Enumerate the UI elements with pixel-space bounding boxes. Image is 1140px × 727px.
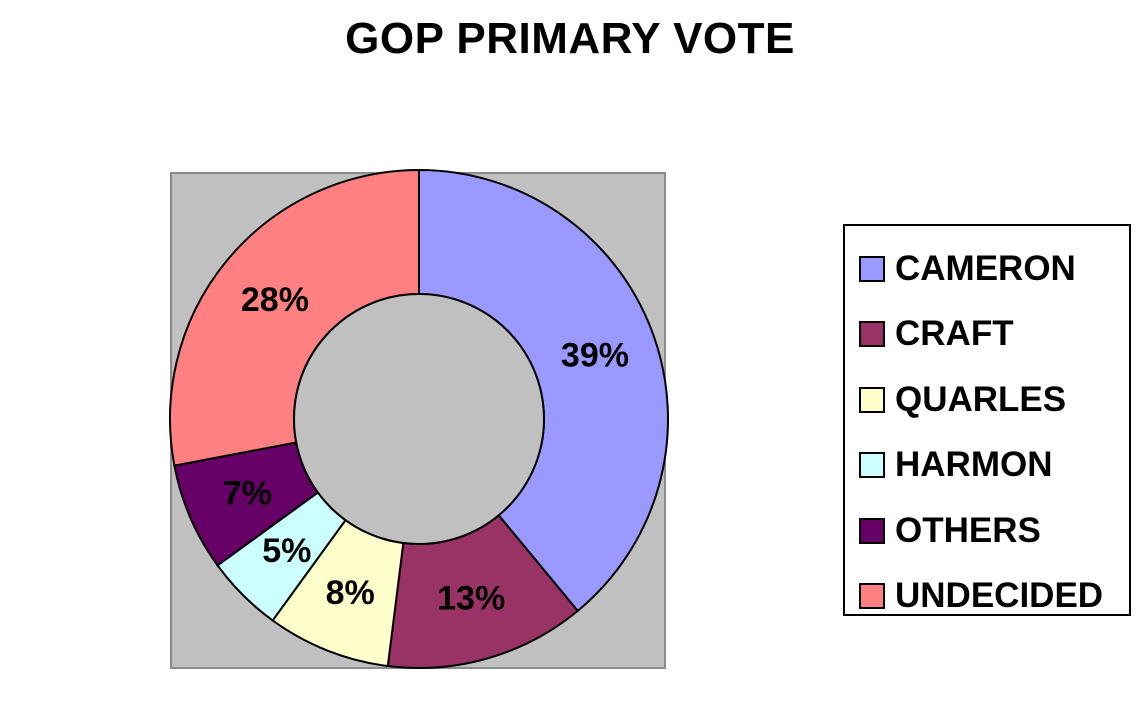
data-label-quarles: 8% [326,574,375,612]
chart-title: GOP PRIMARY VOTE [345,14,795,63]
legend-label-quarles: QUARLES [895,379,1067,419]
data-label-craft: 13% [437,580,505,618]
legend-item-quarles: QUARLES [859,367,1129,433]
data-label-undecided: 28% [241,281,309,319]
legend-swatch-undecided [859,583,885,610]
legend-label-undecided: UNDECIDED [895,576,1104,616]
legend-swatch-craft [859,321,885,348]
legend-swatch-quarles [859,386,885,413]
legend-item-craft: CRAFT [859,302,1129,368]
donut-hole [293,293,545,545]
legend-label-harmon: HARMON [895,445,1053,485]
legend-label-cameron: CAMERON [895,248,1076,288]
data-label-harmon: 5% [262,532,311,570]
legend-item-undecided: UNDECIDED [859,564,1129,630]
legend-label-others: OTHERS [895,510,1041,550]
legend-label-craft: CRAFT [895,314,1014,354]
legend-item-others: OTHERS [859,498,1129,564]
legend-item-cameron: CAMERON [859,236,1129,302]
legend-swatch-others [859,517,885,544]
legend-swatch-harmon [859,452,885,479]
legend: CAMERON CRAFT QUARLES HARMON OTHERS UNDE… [843,224,1131,616]
legend-swatch-cameron [859,255,885,282]
data-label-others: 7% [223,474,272,512]
legend-item-harmon: HARMON [859,433,1129,499]
data-label-cameron: 39% [561,337,629,375]
